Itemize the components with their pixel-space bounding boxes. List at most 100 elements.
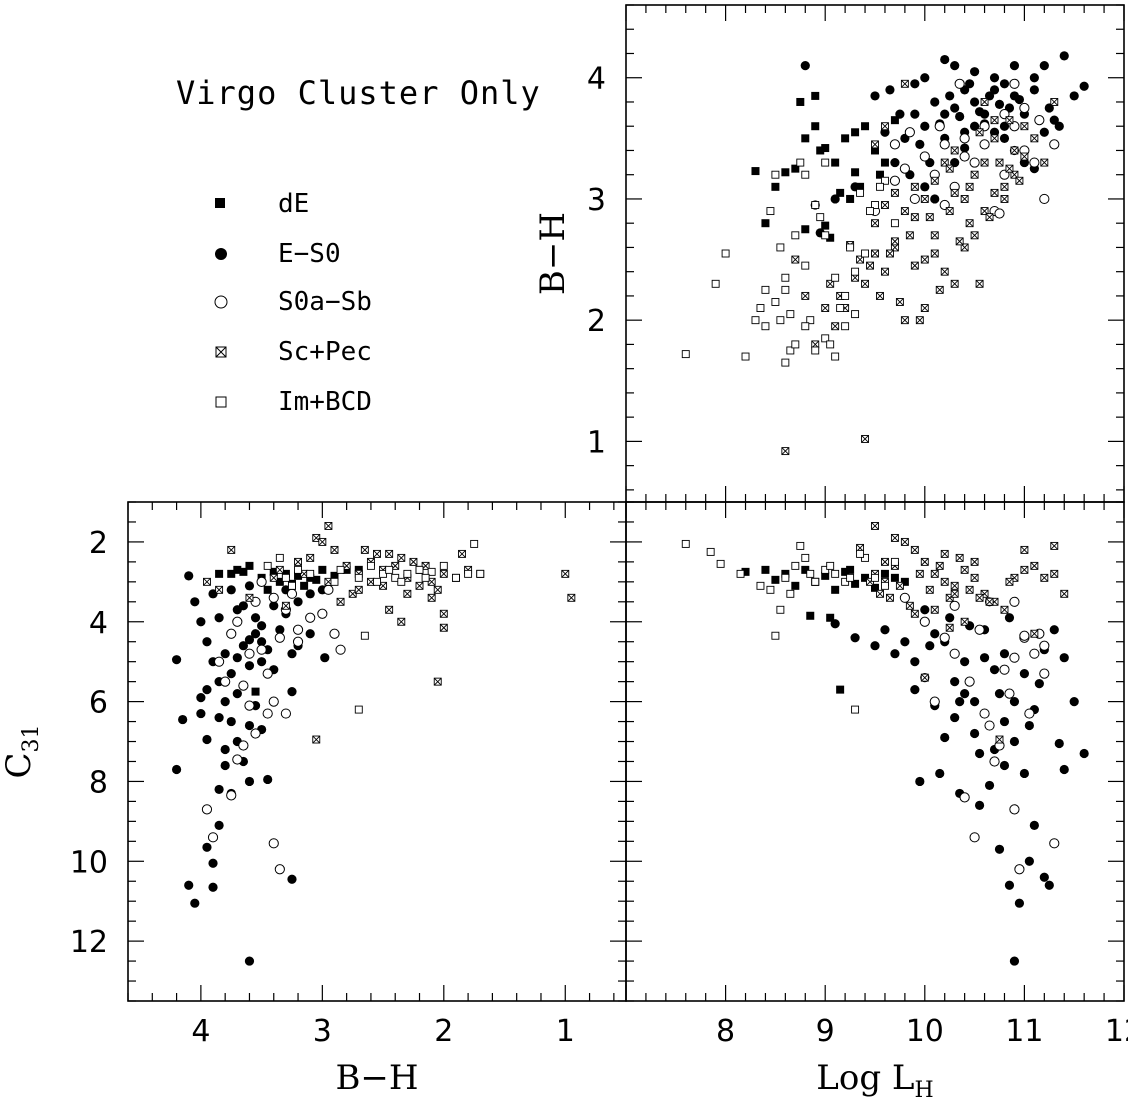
marker-e-s0	[287, 687, 297, 697]
marker-s0a-sb	[244, 700, 255, 711]
marker-s0a-sb	[226, 790, 237, 801]
marker-im-bcd	[796, 541, 805, 550]
marker-im-bcd	[776, 243, 785, 252]
marker-im-bcd	[706, 547, 715, 556]
marker-im-bcd	[831, 273, 840, 282]
marker-im-bcd	[681, 539, 690, 548]
marker-de	[251, 687, 260, 696]
marker-s0a-sb	[979, 139, 990, 150]
marker-s0a-sb	[949, 648, 960, 659]
marker-de	[831, 585, 840, 594]
marker-e-s0	[1024, 856, 1034, 866]
panel-bottom-right: 8 9 10 11 12 Log LH	[625, 501, 1128, 1099]
marker-im-bcd	[786, 310, 795, 319]
marker-sc-pec	[900, 537, 909, 546]
marker-sc-pec	[965, 182, 974, 191]
marker-sc-pec	[1010, 146, 1019, 155]
marker-sc-pec	[433, 585, 442, 594]
marker-e-s0	[960, 689, 970, 699]
marker-e-s0	[950, 61, 960, 71]
marker-e-s0	[244, 776, 255, 787]
marker-im-bcd	[756, 581, 765, 590]
marker-sc-pec	[940, 267, 949, 276]
marker-de	[890, 116, 899, 125]
marker-sc-pec	[970, 231, 979, 240]
marker-e-s0	[1049, 115, 1059, 125]
marker-sc-pec	[567, 593, 576, 602]
marker-im-bcd	[801, 553, 810, 562]
marker-e-s0	[1044, 880, 1054, 890]
marker-im-bcd	[761, 285, 770, 294]
series-im-bcd	[681, 539, 899, 714]
marker-e-s0	[895, 109, 905, 119]
marker-e-s0	[263, 774, 273, 785]
x-tick-label: 10	[906, 1014, 944, 1049]
marker-im-bcd	[681, 350, 690, 359]
marker-de	[761, 565, 770, 574]
marker-s0a-sb	[201, 804, 213, 815]
marker-im-bcd	[756, 304, 765, 312]
marker-s0a-sb	[232, 616, 243, 627]
marker-e-s0	[970, 67, 980, 77]
marker-sc-pec	[871, 522, 879, 530]
marker-im-bcd	[786, 346, 795, 355]
marker-sc-pec	[871, 249, 879, 258]
marker-sc-pec	[930, 231, 939, 240]
marker-de	[354, 565, 363, 574]
marker-im-bcd	[841, 322, 850, 331]
marker-de	[741, 567, 750, 576]
marker-de	[841, 567, 850, 576]
marker-s0a-sb	[959, 133, 970, 144]
marker-sc-pec	[930, 176, 939, 185]
marker-im-bcd	[826, 340, 835, 349]
marker-im-bcd	[806, 569, 815, 578]
figure-title: Virgo Cluster Only	[176, 74, 541, 112]
marker-sc-pec	[203, 577, 211, 586]
marker-e-s0	[999, 649, 1010, 659]
legend-label: S0a−Sb	[278, 287, 372, 317]
series-e-s0	[800, 51, 1089, 238]
marker-sc-pec	[950, 146, 959, 155]
marker-de	[312, 575, 321, 584]
marker-e-s0	[994, 99, 1005, 109]
marker-im-bcd	[736, 569, 745, 578]
marker-de	[890, 573, 899, 582]
series-s0a-sb	[899, 592, 1060, 875]
marker-s0a-sb	[934, 121, 945, 132]
marker-sc-pec	[427, 593, 436, 602]
marker-e-s0	[885, 85, 895, 95]
marker-sc-pec	[1000, 182, 1009, 191]
marker-im-bcd	[330, 577, 339, 586]
marker-s0a-sb	[268, 696, 279, 707]
marker-s0a-sb	[1034, 115, 1045, 126]
y-tick-label: 3	[587, 183, 606, 218]
marker-e-s0	[955, 111, 965, 122]
marker-e-s0	[202, 637, 212, 647]
marker-e-s0	[208, 882, 218, 892]
marker-de	[306, 573, 315, 582]
marker-e-s0	[226, 585, 236, 595]
x-tick-label: 1	[556, 1014, 575, 1049]
marker-s0a-sb	[1049, 838, 1060, 849]
marker-sc-pec	[269, 573, 278, 582]
x-tick-label: 9	[816, 1014, 835, 1049]
marker-sc-pec	[990, 134, 999, 143]
marker-e-s0	[1069, 91, 1079, 101]
marker-sc-pec	[990, 188, 999, 197]
marker-s0a-sb	[899, 163, 910, 174]
x-tick-label: 8	[716, 1014, 735, 1049]
series-s0a-sb	[201, 576, 346, 875]
marker-de	[771, 182, 780, 191]
marker-im-bcd	[306, 569, 315, 578]
marker-im-bcd	[881, 581, 889, 590]
marker-e-s0	[244, 956, 255, 966]
marker-im-bcd	[781, 273, 790, 282]
marker-sc-pec	[930, 249, 939, 258]
marker-e-s0	[1059, 764, 1069, 775]
marker-im-bcd	[439, 561, 448, 570]
series-sc-pec	[781, 79, 1059, 456]
marker-e-s0	[226, 669, 236, 679]
marker-im-bcd	[821, 334, 830, 343]
marker-sc-pec	[890, 533, 899, 542]
